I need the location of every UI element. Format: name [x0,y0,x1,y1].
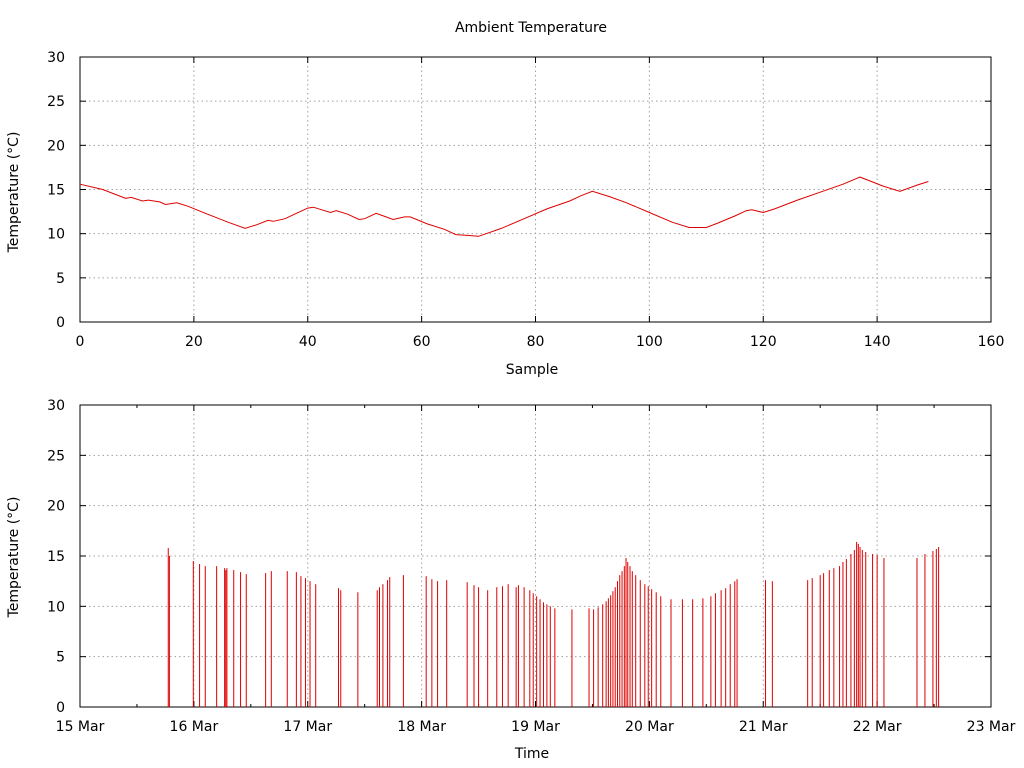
top-y-tick-label: 30 [47,50,65,66]
chart-title: Ambient Temperature [455,20,607,36]
bottom-x-tick-label: 23 Mar [967,719,1016,735]
top-x-tick-label: 20 [185,334,203,350]
bottom-x-tick-label: 15 Mar [56,719,105,735]
top-y-axis-label: Temperature (°C) [6,132,22,254]
top-y-tick-label: 15 [47,183,65,199]
bottom-impulse-plot: 0 5 10 15 20 25 30 15 Mar 16 Mar 17 Mar 18 Mar 19 M… [47,398,1015,735]
top-x-tick-label: 0 [76,334,85,350]
top-x-tick-label: 80 [527,334,545,350]
bottom-x-tick-label: 22 Mar [853,719,902,735]
bottom-y-tick-label: 30 [47,398,65,414]
bottom-plot-frame [79,404,992,708]
top-x-tick-label: 100 [636,334,663,350]
top-line-plot: 0 5 10 15 20 25 30 0 20 40 60 80 100 120 140 160 [47,50,1004,350]
bottom-x-tick-label: 19 Mar [511,719,560,735]
top-x-tick-label: 40 [299,334,317,350]
top-plot-frame [79,56,992,323]
bottom-x-tick-label: 20 Mar [625,719,674,735]
top-y-tick-label: 25 [47,94,65,110]
bottom-y-tick-label: 5 [56,650,65,666]
top-x-tick-label: 60 [413,334,431,350]
bottom-y-tick-label: 10 [47,599,65,615]
bottom-y-tick-label: 0 [56,700,65,716]
bottom-y-tick-label: 25 [47,448,65,464]
top-y-tick-label: 10 [47,227,65,243]
top-series-line [79,176,929,237]
top-x-tick-label: 120 [750,334,777,350]
top-x-tick-label: 140 [864,334,891,350]
bottom-x-tick-label: 21 Mar [739,719,788,735]
bottom-x-tick-label: 16 Mar [170,719,219,735]
bottom-y-axis-label: Temperature (°C) [6,497,22,619]
top-x-tick-label: 160 [978,334,1005,350]
bottom-x-tick-label: 18 Mar [397,719,446,735]
bottom-y-tick-label: 15 [47,549,65,565]
bottom-x-axis-label: Time [514,746,549,762]
bottom-x-tick-label: 17 Mar [283,719,332,735]
bottom-y-tick-label: 20 [47,499,65,515]
top-y-tick-label: 20 [47,138,65,154]
top-y-tick-label: 0 [56,315,65,331]
top-x-axis-label: Sample [506,362,559,378]
top-y-tick-label: 5 [56,271,65,287]
